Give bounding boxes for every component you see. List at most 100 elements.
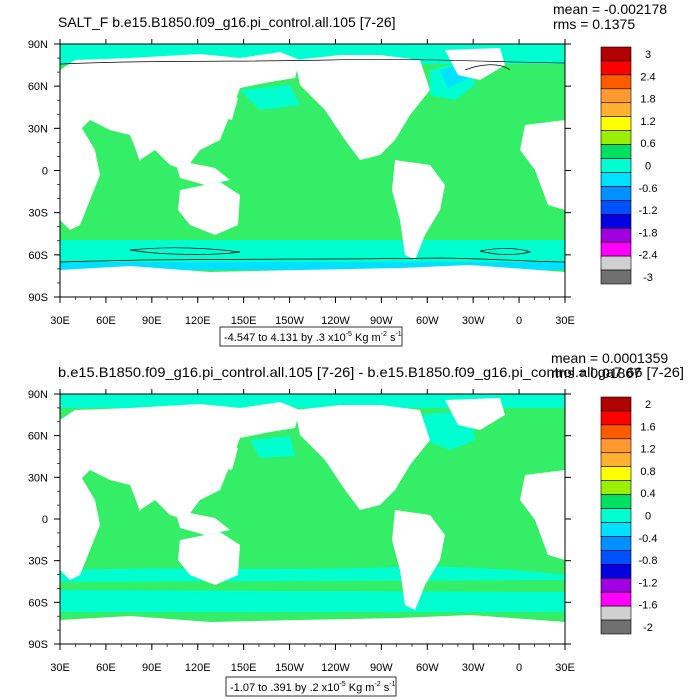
colorbar-label: 0 xyxy=(645,161,651,173)
colorbar-swatch xyxy=(600,563,632,579)
panel-1-range-box: -4.547 to 4.131 by .3 x10-5 Kg m-2 s-1 xyxy=(219,326,403,347)
colorbar-swatch xyxy=(600,269,632,285)
colorbar-label: 1.2 xyxy=(640,444,655,456)
colorbar-label: -1.6 xyxy=(639,600,658,612)
colorbar-swatch xyxy=(600,200,632,215)
panel-2-title: b.e15.B1850.f09_g16.pi_control.all.105 [… xyxy=(58,364,684,380)
colorbar-label: 3 xyxy=(645,49,651,61)
panel-2-y-axis: 90N 60N 30N 0 30S 60S 90S xyxy=(28,389,571,651)
colorbar-label: 1.2 xyxy=(640,116,655,128)
colorbar-label: 1.6 xyxy=(640,421,655,433)
y-tick-label: 30S xyxy=(28,208,48,220)
colorbar-swatch xyxy=(600,438,632,454)
panel-2-x-axis: 30E 60E 90E 120E 150E 150W 120W 90W 60W 30W 0 30E xyxy=(50,389,575,674)
panel-2-rms: rms = 0.01867 xyxy=(551,365,641,381)
colorbar-swatch xyxy=(600,508,632,523)
x-tick-label: 30E xyxy=(50,662,70,674)
y-tick-label: 60N xyxy=(28,81,48,93)
colorbar-label: 1.8 xyxy=(640,94,655,106)
panel-2-mean: mean = 0.0001359 xyxy=(551,350,668,366)
colorbar-swatch xyxy=(600,144,632,159)
colorbar-swatch xyxy=(600,255,632,271)
panel-2: b.e15.B1850.f09_g16.pi_control.all.105 [… xyxy=(28,350,684,697)
colorbar-label: -1.2 xyxy=(639,577,658,589)
svg-text:-4.547 to 4.131 by .3 x10-5 Kg: -4.547 to 4.131 by .3 x10-5 Kg m-2 s-1 xyxy=(224,331,402,344)
y-tick-label: 90S xyxy=(28,292,48,304)
x-tick-label: 120E xyxy=(185,315,211,327)
panel-2-range-units-exp: -2 xyxy=(374,681,380,688)
panel-2-colorbar: 2 1.6 1.2 0.8 0.4 0 -0.4 -0.8 -1.2 -1.6 -2 xyxy=(600,396,658,635)
colorbar-swatch xyxy=(600,158,632,173)
colorbar-swatch xyxy=(600,577,632,593)
colorbar-label: -1.2 xyxy=(639,205,658,217)
colorbar-label: -1.8 xyxy=(639,227,658,239)
colorbar-swatch xyxy=(600,619,632,635)
colorbar-swatch xyxy=(600,130,632,145)
panel-1-rms: rms = 0.1375 xyxy=(553,16,635,32)
x-tick-label: 60E xyxy=(96,315,116,327)
x-tick-label: 150E xyxy=(231,662,257,674)
y-tick-label: 30S xyxy=(28,556,48,568)
x-tick-label: 0 xyxy=(516,662,522,674)
panel-1-range-s: s xyxy=(387,332,396,344)
x-tick-label: 30E xyxy=(50,315,70,327)
x-tick-label: 60W xyxy=(416,315,439,327)
panel-2-range-units: Kg m xyxy=(346,682,375,694)
y-tick-label: 60S xyxy=(28,250,48,262)
x-tick-label: 90W xyxy=(370,315,393,327)
colorbar-swatch xyxy=(600,452,632,468)
panel-2-range-text: -1.07 to .391 by .2 x10 xyxy=(230,682,339,694)
panel-2-range-exp: -5 xyxy=(339,681,345,688)
panel-1-x-axis: 30E 60E 90E 120E 150E 150W 120W 90W 60W 30W 0 30E xyxy=(50,39,575,327)
panel-2-land xyxy=(60,398,565,644)
colorbar-swatch xyxy=(600,466,632,481)
colorbar-label: 0.6 xyxy=(640,138,655,150)
y-tick-label: 30N xyxy=(28,472,48,484)
colorbar-swatch xyxy=(600,536,632,551)
svg-text:-1.07 to .391 by .2 x10-5 Kg m: -1.07 to .391 by .2 x10-5 Kg m-2 s-1 xyxy=(230,681,396,694)
x-tick-label: 90E xyxy=(142,315,162,327)
y-tick-label: 60N xyxy=(28,431,48,443)
panel-1: SALT_F b.e15.B1850.f09_g16.pi_control.al… xyxy=(28,1,667,347)
x-tick-label: 30W xyxy=(462,315,485,327)
colorbar-swatch xyxy=(600,172,632,187)
colorbar-label: 0.8 xyxy=(640,466,655,478)
panel-1-land xyxy=(60,48,565,297)
x-tick-label: 120E xyxy=(185,662,211,674)
x-tick-label: 90E xyxy=(142,662,162,674)
x-tick-label: 120W xyxy=(321,662,350,674)
x-tick-label: 60W xyxy=(416,662,439,674)
colorbar-swatch xyxy=(600,424,632,440)
colorbar-label: 0.4 xyxy=(640,488,655,500)
x-tick-label: 150W xyxy=(275,662,304,674)
y-tick-label: 90S xyxy=(28,639,48,651)
colorbar-swatch xyxy=(600,522,632,537)
panel-2-range-s: s xyxy=(381,682,390,694)
x-tick-label: 30E xyxy=(555,315,575,327)
colorbar-swatch xyxy=(600,213,632,229)
colorbar-label: -3 xyxy=(643,272,653,284)
colorbar-swatch xyxy=(600,410,632,426)
colorbar-swatch xyxy=(600,591,632,607)
panel-1-colorbar: 3 2.4 1.8 1.2 0.6 0 -0.6 -1.2 -1.8 -2.4 -3 xyxy=(600,46,658,285)
colorbar-label: -0.8 xyxy=(639,555,658,567)
colorbar-swatch xyxy=(600,74,632,90)
panel-1-y-axis: 90N 60N 30N 0 30S 60S 90S xyxy=(28,39,571,304)
y-tick-label: 0 xyxy=(42,166,48,178)
colorbar-swatch xyxy=(600,60,632,76)
x-tick-label: 150E xyxy=(231,315,257,327)
colorbar-swatch xyxy=(600,480,632,495)
colorbar-label: -0.4 xyxy=(639,533,658,545)
x-tick-label: 60E xyxy=(96,662,116,674)
panel-1-contours xyxy=(60,59,565,263)
colorbar-swatch xyxy=(600,46,632,62)
colorbar-swatch xyxy=(600,550,632,565)
colorbar-label: 0 xyxy=(645,511,651,523)
panel-1-mean: mean = -0.002178 xyxy=(553,1,667,17)
colorbar-swatch xyxy=(600,116,632,131)
colorbar-label: -2 xyxy=(643,622,653,634)
panel-2-range-s-exp: -1 xyxy=(389,681,395,688)
y-tick-label: 0 xyxy=(42,514,48,526)
colorbar-swatch xyxy=(600,241,632,257)
